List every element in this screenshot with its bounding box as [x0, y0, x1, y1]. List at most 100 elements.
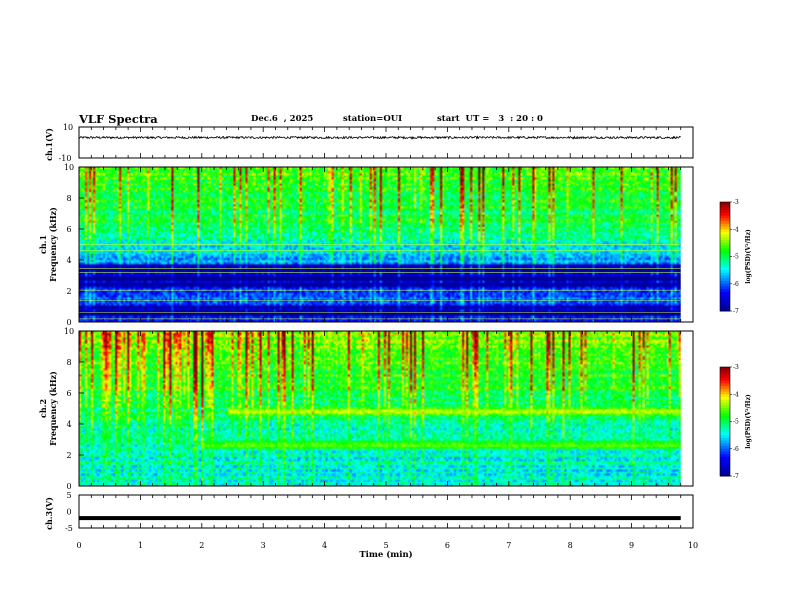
ch1-freq-tick-2: 2: [66, 287, 71, 296]
ch3-waveform-panel: 5 0 -5 ch.3(V): [44, 491, 694, 533]
ch2-colorbar-swatch: [720, 405, 730, 409]
ch1-colorbar-tick--6: -6: [733, 281, 739, 288]
time-tick-3: 3: [261, 541, 266, 550]
ch1-freq-tick-6: 6: [66, 225, 71, 234]
ch2-colorbar-tick--4: -4: [733, 391, 739, 398]
time-tick-1: 1: [138, 541, 143, 550]
ch2-channel-label: ch.2: [38, 399, 48, 418]
ch2-colorbar-swatch: [720, 467, 730, 472]
ch2-colorbar-swatch: [720, 372, 730, 376]
time-tick-9: 9: [629, 541, 634, 550]
ch2-colorbar-swatch: [720, 456, 730, 461]
ch1-colorbar-swatch: [720, 302, 730, 307]
ch1-colorbar-swatch: [720, 283, 730, 287]
ch2-colorbar-swatch: [720, 440, 730, 444]
ch2-colorbar-swatch: [720, 402, 730, 406]
ch2-colorbar-tick--3: -3: [733, 364, 739, 371]
time-axis: 0 1 2 3 4 5 6 7 8 9 10 Time (min): [76, 541, 698, 560]
ch2-colorbar-swatch: [720, 367, 730, 371]
ch2-colorbar-swatch: [720, 448, 730, 452]
time-tick-5: 5: [383, 541, 388, 550]
ch1-freq-tick-10: 10: [64, 163, 74, 172]
ch1-colorbar-swatch: [720, 291, 730, 296]
ch1-ytick-bottom: -10: [59, 154, 72, 163]
ch1-colorbar-swatch: [720, 289, 730, 293]
ch1-colorbar-swatch: [720, 259, 730, 263]
ch2-colorbar-swatch: [720, 416, 730, 420]
ch2-colorbar-swatch: [720, 399, 730, 403]
ch2-freq-tick-2: 2: [66, 451, 71, 460]
ch2-colorbar-swatch: [720, 443, 730, 447]
ch2-freq-tick-6: 6: [66, 389, 71, 398]
time-tick-10: 10: [688, 541, 698, 550]
ch2-colorbar: -3 -4 -5 -6 -7 log(PSD)(V²/Hz): [719, 364, 752, 480]
ch1-colorbar-swatch: [720, 237, 730, 241]
header-title: VLF Spectra: [79, 112, 158, 126]
ch2-freq-tick-8: 8: [66, 358, 71, 367]
ch1-colorbar-swatch: [720, 308, 730, 312]
ch1-colorbar-swatch: [720, 264, 730, 268]
ch2-colorbar-swatch: [720, 429, 730, 433]
ch1-freq-tick-8: 8: [66, 194, 71, 203]
ch1-colorbar-swatch: [720, 267, 730, 271]
ch1-colorbar: -3 -4 -5 -6 -7 log(PSD)(V²/Hz): [719, 199, 752, 315]
ch2-colorbar-swatch: [720, 451, 730, 455]
ch1-colorbar-swatch: [720, 281, 730, 285]
ch1-colorbar-swatch: [720, 245, 730, 249]
ch2-spectrogram-panel: 0 2 4 6 8 10 ch.2 Frequency (kHz): [38, 327, 694, 491]
ch1-channel-label: ch.1: [38, 235, 48, 254]
ch1-colorbar-label: log(PSD)(V²/Hz): [745, 229, 752, 284]
ch1-colorbar-swatch: [720, 256, 730, 260]
ch2-colorbar-swatch: [720, 465, 730, 469]
time-tick-8: 8: [568, 541, 573, 550]
ch2-colorbar-swatch: [720, 421, 730, 425]
ch1-colorbar-tick--3: -3: [733, 199, 739, 206]
ch1-ytick-top: 10: [63, 123, 73, 132]
ch1-colorbar-swatch: [720, 261, 730, 266]
ch1-colorbar-tick--4: -4: [733, 226, 739, 233]
ch1-colorbar-swatch: [720, 229, 730, 233]
ch1-colorbar-swatch: [720, 275, 730, 279]
ch1-freq-tick-0: 0: [66, 318, 71, 327]
ch2-colorbar-swatch: [720, 377, 730, 382]
ch1-colorbar-swatch: [720, 251, 730, 255]
ch3-ytick-0: 5: [66, 491, 71, 500]
header-start-time: start UT = 3 : 20 : 0: [437, 114, 543, 124]
time-axis-label: Time (min): [359, 549, 412, 560]
ch2-colorbar-swatch: [720, 418, 730, 422]
ch2-colorbar-tick--7: -7: [733, 473, 739, 480]
ch2-colorbar-tick--6: -6: [733, 446, 739, 453]
time-tick-7: 7: [506, 541, 511, 550]
ch2-colorbar-swatch: [720, 394, 730, 398]
ch1-colorbar-swatch: [720, 272, 730, 277]
ch2-colorbar-swatch: [720, 426, 730, 431]
ch2-colorbar-swatch: [720, 462, 730, 466]
time-tick-2: 2: [199, 541, 204, 550]
ch2-colorbar-swatch: [720, 410, 730, 414]
ch2-colorbar-label: log(PSD)(V²/Hz): [745, 394, 752, 449]
ch2-colorbar-swatch: [720, 386, 730, 390]
ch2-colorbar-swatch: [720, 424, 730, 428]
ch1-colorbar-swatch: [720, 215, 730, 219]
time-tick-6: 6: [445, 541, 450, 550]
ch2-colorbar-swatch: [720, 375, 730, 379]
ch1-waveform-trace: [78, 135, 681, 140]
time-tick-4: 4: [322, 541, 327, 550]
ch1-colorbar-swatch: [720, 294, 730, 298]
ch1-colorbar-swatch: [720, 226, 730, 230]
ch2-colorbar-swatch: [720, 380, 730, 384]
ch1-colorbar-swatch: [720, 286, 730, 290]
ch1-colorbar-swatch: [720, 231, 730, 236]
ch2-colorbar-swatch: [720, 473, 730, 477]
ch1-colorbar-swatch: [720, 212, 730, 217]
ch1-colorbar-tick--7: -7: [733, 308, 739, 315]
ch1-waveform-panel: 10 -10 ch.1(V): [44, 123, 694, 163]
ch2-colorbar-swatch: [720, 459, 730, 463]
ch1-colorbar-swatch: [720, 242, 730, 247]
ch2-colorbar-swatch: [720, 388, 730, 393]
header-date: Dec.6 , 2025: [251, 114, 314, 124]
ch1-waveform-ylabel: ch.1(V): [44, 128, 54, 161]
ch2-freq-tick-4: 4: [66, 420, 71, 429]
ch2-colorbar-swatch: [720, 396, 730, 401]
